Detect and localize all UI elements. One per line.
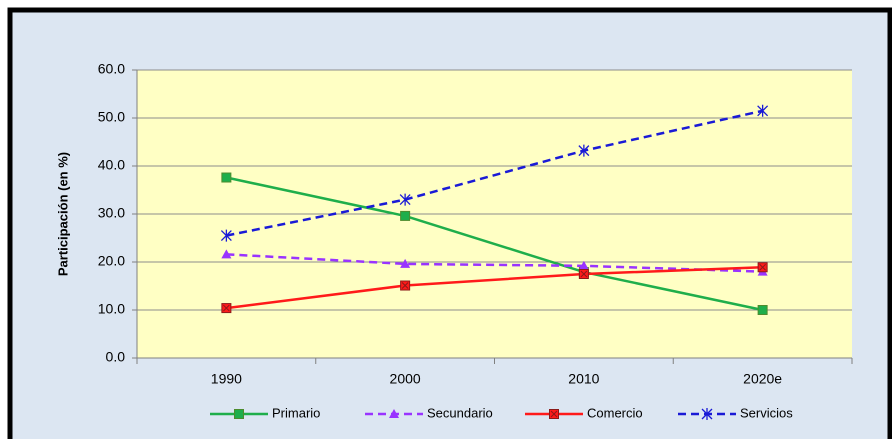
y-axis-label: Participación (en %) (55, 152, 70, 276)
marker-shape (400, 258, 411, 268)
legend-marker (234, 409, 244, 419)
marker-shape (221, 249, 232, 259)
y-tick-label: 60.0 (98, 61, 125, 77)
marker (221, 249, 232, 259)
legend-marker (701, 408, 713, 420)
legend-label: Comercio (587, 405, 643, 420)
marker-shape (759, 263, 766, 271)
x-tick-label: 2010 (568, 371, 599, 387)
marker-shape (578, 260, 589, 270)
legend-marker (549, 409, 559, 419)
marker (221, 303, 232, 314)
marker-shape (401, 282, 409, 289)
marker (757, 104, 769, 117)
marker (400, 258, 411, 268)
y-tick-label: 50.0 (98, 109, 125, 125)
y-tick-label: 20.0 (98, 253, 125, 269)
marker-shape (701, 408, 713, 420)
y-tick-label: 10.0 (98, 301, 125, 317)
marker-shape (757, 305, 768, 315)
legend-marker (389, 409, 399, 418)
series-line (226, 266, 763, 310)
x-tick-label: 1990 (211, 371, 242, 387)
marker (578, 269, 589, 279)
marker-shape (221, 172, 232, 183)
marker (578, 144, 590, 157)
series-line (226, 253, 763, 273)
marker-shape (399, 193, 411, 206)
marker-shape (757, 104, 769, 117)
marker-shape (578, 144, 590, 157)
marker-shape (220, 229, 232, 242)
x-tick-label: 2000 (390, 371, 421, 387)
y-tick-label: 30.0 (98, 205, 125, 221)
marker (220, 229, 232, 242)
marker-shape (400, 210, 411, 221)
y-tick-label: 0.0 (106, 349, 126, 365)
marker (221, 172, 232, 183)
marker (757, 305, 768, 315)
y-tick-label: 40.0 (98, 157, 125, 173)
marker (757, 262, 768, 273)
marker (399, 193, 411, 206)
marker (578, 260, 589, 270)
legend-label: Servicios (740, 405, 793, 420)
marker-shape (580, 270, 588, 278)
legend-label: Primario (272, 405, 320, 420)
marker-shape (223, 304, 230, 312)
legend-label: Secundario (427, 405, 493, 420)
x-tick-label: 2020e (743, 371, 782, 387)
marker-shape (550, 410, 558, 418)
series-line (226, 176, 763, 312)
marker (400, 210, 411, 221)
marker-shape (234, 409, 244, 419)
series-line (226, 109, 763, 237)
marker-shape (389, 409, 399, 418)
marker (400, 280, 411, 291)
